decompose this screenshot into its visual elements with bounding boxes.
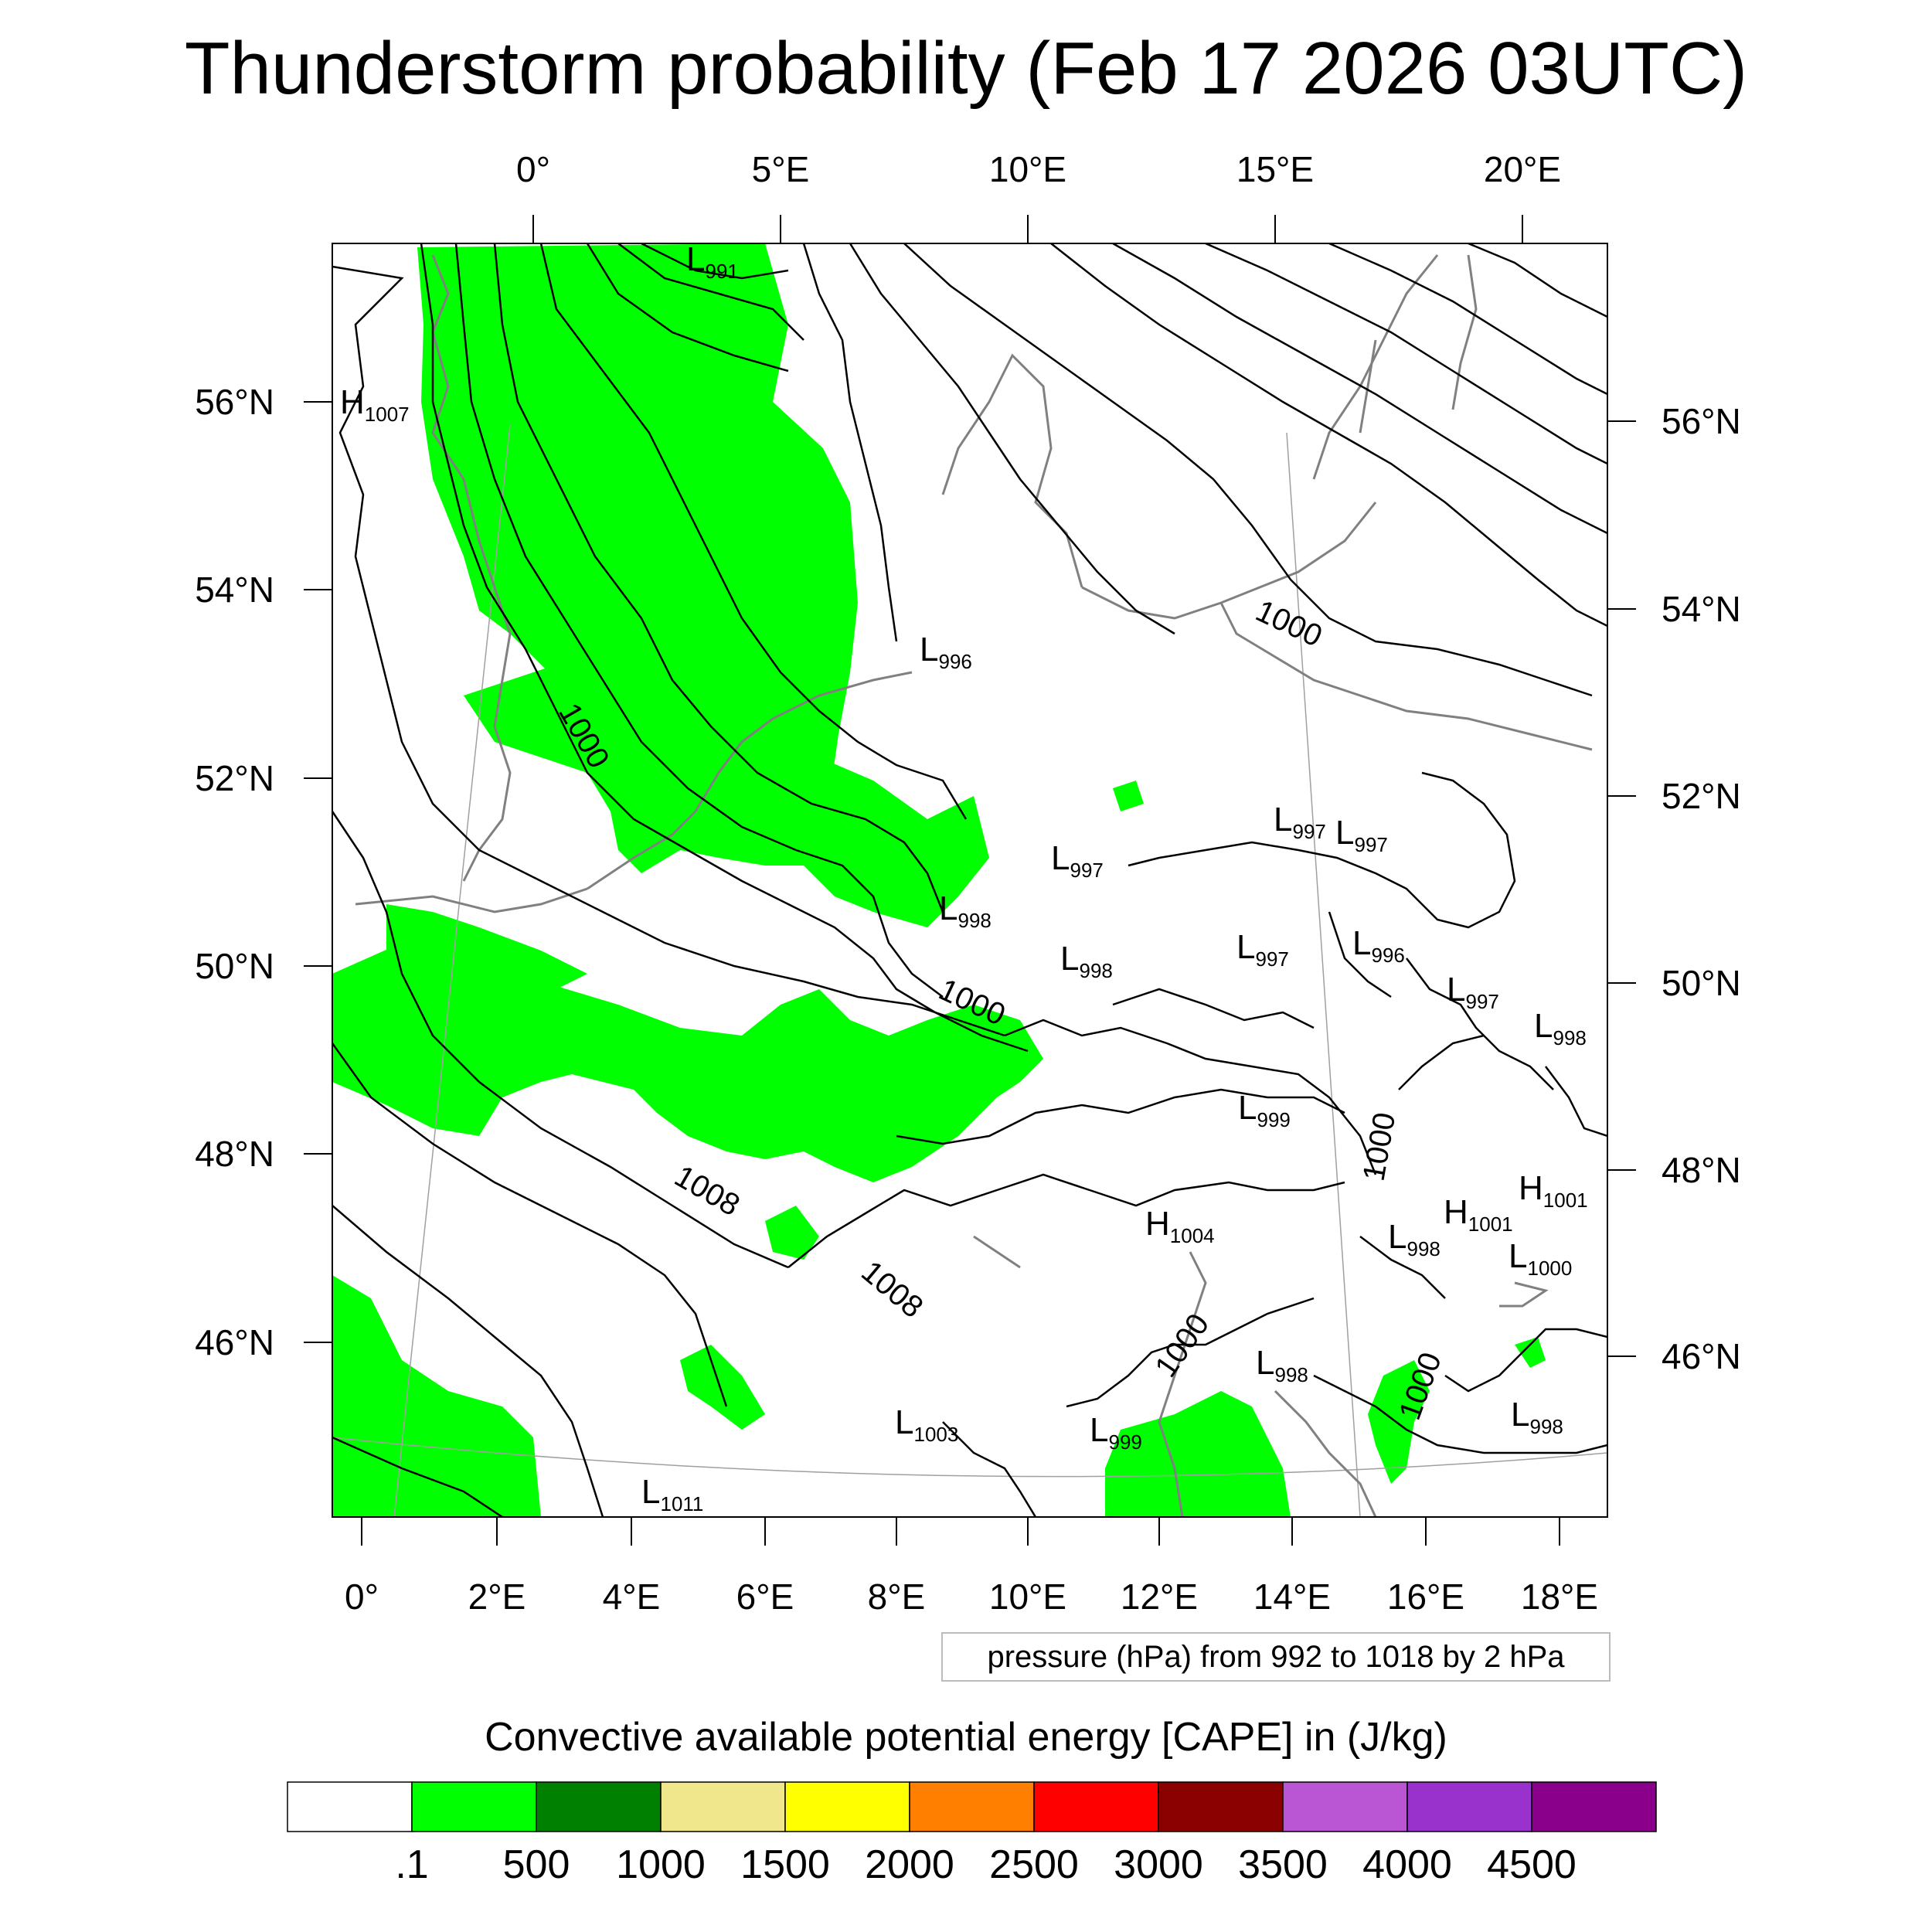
pressure-center: L997 [1051, 839, 1104, 882]
cape-area-massif [680, 1345, 765, 1430]
top-lon-label: 10°E [989, 149, 1066, 189]
bottom-lon-label: 16°E [1387, 1577, 1464, 1617]
isobars [332, 243, 1607, 1517]
top-lon-label: 5°E [752, 149, 810, 189]
bottom-lon-label: 10°E [989, 1577, 1066, 1617]
cape-area-channel [386, 904, 587, 997]
map-frame [332, 243, 1608, 1518]
pressure-center: L998 [1388, 1218, 1440, 1260]
pressure-center: L998 [1511, 1396, 1563, 1438]
bottom-lon-label: 6°E [736, 1577, 794, 1617]
cape-area-france [332, 943, 1043, 1182]
bottom-lon-label: 2°E [468, 1577, 526, 1617]
pressure-center: L997 [1335, 814, 1388, 856]
pressure-center: L1011 [641, 1473, 703, 1515]
pressure-center: L998 [1534, 1007, 1587, 1049]
contour-label: 1008 [855, 1254, 929, 1325]
top-lon-label: 15°E [1236, 149, 1314, 189]
cape-area-southeast [1368, 1360, 1430, 1484]
pressure-center: L1000 [1509, 1237, 1572, 1280]
cape-area-alps [1105, 1391, 1291, 1517]
cape-area-pl [1113, 781, 1144, 811]
right-lat-label: 54°N [1662, 589, 1741, 629]
bottom-lon-label: 14°E [1253, 1577, 1331, 1617]
pressure-center: L996 [920, 631, 972, 673]
pressure-center: H1001 [1444, 1193, 1513, 1236]
bottom-lon-label: 12°E [1121, 1577, 1198, 1617]
left-lat-label: 48°N [195, 1134, 274, 1174]
cape-fill-layer [332, 243, 1546, 1517]
cape-area-east [1515, 1337, 1546, 1368]
cape-area-bretagne [765, 1206, 819, 1260]
cape-area-netherlands [464, 611, 989, 927]
pressure-center: L996 [1352, 924, 1405, 967]
left-lat-label: 52°N [195, 758, 274, 798]
left-lat-label: 54°N [195, 570, 274, 610]
contour-label: 1000 [1357, 1110, 1403, 1183]
pressure-center: L999 [1238, 1089, 1291, 1131]
left-lat-label: 56°N [195, 382, 274, 422]
bottom-lon-label: 18°E [1521, 1577, 1598, 1617]
pressure-center: L997 [1447, 971, 1499, 1013]
cape-area-southwest [332, 1275, 541, 1517]
page-title: Thunderstorm probability (Feb 17 2026 03… [184, 27, 1748, 110]
bottom-lon-label: 4°E [603, 1577, 661, 1617]
contour-info-box: pressure (hPa) from 992 to 1018 by 2 hPa [941, 1632, 1611, 1682]
right-lat-label: 48°N [1662, 1150, 1741, 1190]
pressure-center: L997 [1236, 928, 1289, 971]
left-lat-label: 50°N [195, 946, 274, 986]
left-lat-label: 46°N [195, 1322, 274, 1362]
pressure-center: L1003 [895, 1403, 958, 1446]
pressure-center: L999 [1090, 1411, 1142, 1454]
top-lon-label: 20°E [1484, 149, 1561, 189]
top-lon-label: 0° [516, 149, 550, 189]
right-lat-label: 46°N [1662, 1336, 1741, 1376]
right-lat-label: 52°N [1662, 776, 1741, 816]
pressure-center: L991 [686, 240, 739, 283]
contour-label: 1000 [1250, 594, 1327, 653]
pressure-center: H1007 [340, 383, 410, 426]
pressure-center: H1004 [1145, 1205, 1215, 1247]
right-lat-label: 56°N [1662, 401, 1741, 441]
pressure-center: L998 [1060, 940, 1113, 982]
pressure-center: L998 [1256, 1344, 1308, 1386]
bottom-lon-label: 8°E [868, 1577, 926, 1617]
pressure-center: H1001 [1519, 1169, 1588, 1212]
graticule [332, 424, 1607, 1517]
right-lat-label: 50°N [1662, 963, 1741, 1003]
colorbar-title: Convective available potential energy [C… [485, 1715, 1447, 1760]
bottom-lon-label: 0° [345, 1577, 379, 1617]
pressure-center: L997 [1274, 801, 1326, 843]
pressure-center: L998 [939, 889, 992, 932]
contour-label: 1008 [669, 1159, 746, 1223]
